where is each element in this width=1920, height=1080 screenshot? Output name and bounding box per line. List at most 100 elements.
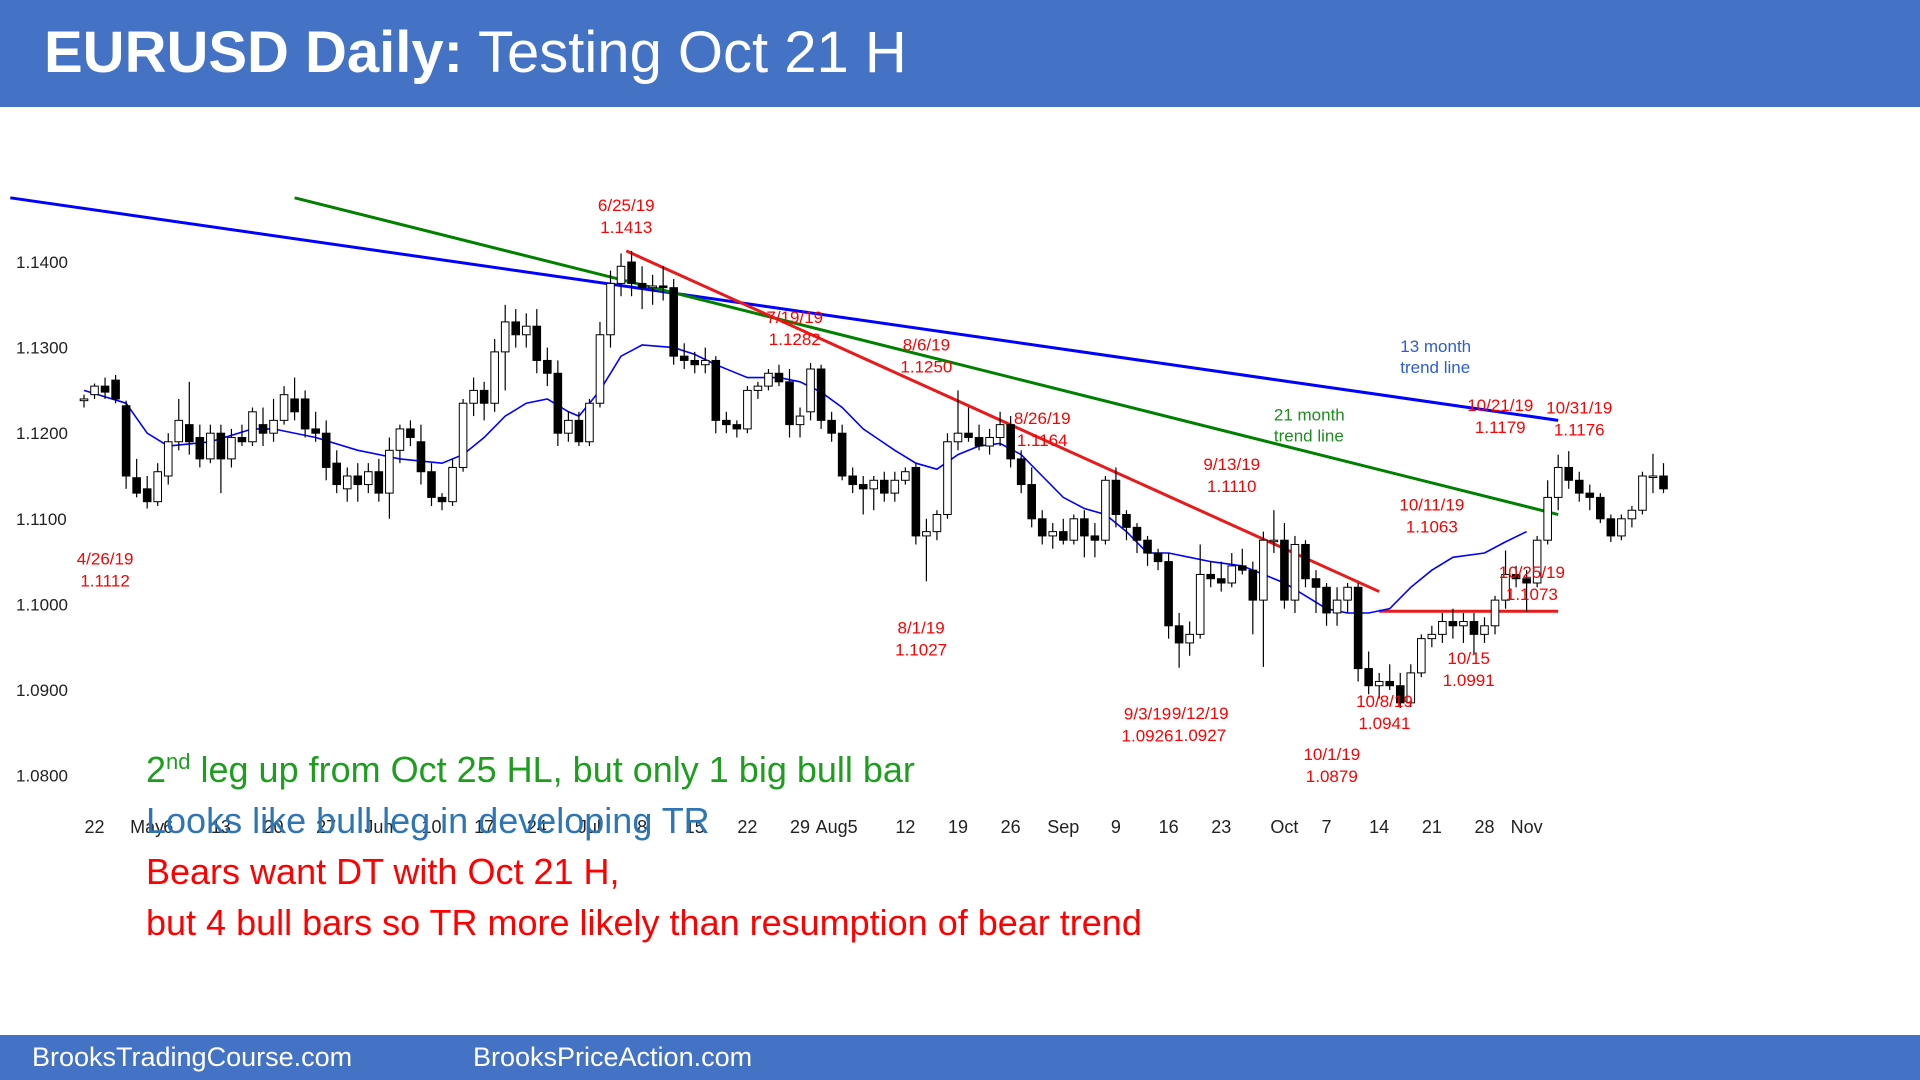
bear-candle — [374, 471, 384, 494]
bull-candle — [1417, 638, 1426, 674]
bull-candle — [1374, 680, 1384, 687]
x-tick-label: Aug — [816, 817, 848, 837]
bear-candle — [321, 432, 331, 468]
bear-candle — [1364, 668, 1373, 687]
annotation-date: 9/3/19 — [1124, 705, 1171, 724]
commentary-line-3: Bears want DT with Oct 21 H, — [146, 851, 620, 892]
bear-candle — [658, 285, 668, 289]
annotation-date: 6/25/19 — [598, 196, 655, 215]
bear-candle — [774, 372, 784, 383]
annotation-price: 1.1063 — [1406, 517, 1458, 536]
footer-link-price-action[interactable]: BrooksPriceAction.com — [473, 1042, 753, 1072]
annotation-date: 9/12/19 — [1172, 704, 1229, 723]
bear-candle — [1016, 458, 1026, 486]
y-tick-label: 1.0800 — [16, 767, 68, 786]
annotation-price: 1.1112 — [80, 572, 129, 591]
bull-candle — [648, 285, 657, 289]
bull-candle — [995, 424, 1005, 438]
bear-candle — [290, 398, 299, 413]
x-tick-label: Nov — [1511, 817, 1543, 837]
bear-candle — [974, 436, 984, 447]
bear-candle — [1301, 543, 1310, 580]
x-tick-label: 16 — [1159, 817, 1179, 837]
bull-candle — [500, 321, 510, 353]
bull-candle — [1648, 475, 1658, 478]
footer-link-trading-course[interactable]: BrooksTradingCourse.com — [32, 1042, 353, 1072]
bear-candle — [1659, 475, 1668, 490]
annotation-date: 4/26/19 — [77, 550, 134, 569]
bear-candle — [1385, 680, 1395, 687]
bull-candle — [953, 432, 963, 443]
bull-candle — [1553, 466, 1563, 498]
bull-candle — [469, 389, 478, 404]
bear-candle — [1058, 531, 1068, 541]
x-tick-label: 23 — [1211, 817, 1231, 837]
bull-candle — [753, 385, 763, 391]
bull-candle — [932, 514, 942, 533]
bear-candle — [1606, 518, 1616, 537]
bull-candle — [227, 436, 236, 460]
bull-candle — [1459, 621, 1468, 627]
bull-candle — [595, 334, 605, 404]
bull-candle — [1227, 565, 1237, 584]
bull-candle — [764, 372, 773, 387]
bull-candle — [564, 419, 573, 434]
x-tick-label: 13 — [211, 817, 231, 837]
bear-candle — [1037, 518, 1047, 537]
bull-candle — [521, 325, 531, 336]
bear-candle — [1469, 621, 1479, 635]
annotation-date: 10/31/19 — [1546, 399, 1612, 418]
bear-candle — [1206, 573, 1216, 580]
bull-candle — [1185, 633, 1194, 644]
bear-candle — [121, 405, 131, 477]
bear-candle — [532, 325, 542, 361]
bear-candle — [195, 436, 205, 460]
bull-candle — [606, 282, 615, 336]
bull-candle — [1627, 509, 1637, 520]
annotation-price: 1.0991 — [1443, 671, 1495, 690]
bull-candle — [890, 479, 900, 494]
bull-candle — [1269, 539, 1279, 543]
bear-candle — [1111, 479, 1121, 516]
annotation-date: 8/26/19 — [1014, 409, 1071, 428]
bear-candle — [816, 368, 826, 421]
bear-candle — [237, 436, 247, 443]
y-tick-label: 1.1200 — [16, 424, 68, 443]
bull-candle — [1069, 518, 1079, 541]
bear-candle — [964, 432, 973, 438]
bull-candle — [385, 449, 394, 494]
x-tick-label: 28 — [1474, 817, 1494, 837]
annotation-price: 1.0927 — [1174, 726, 1226, 745]
trend-line — [625, 249, 1380, 593]
bull-candle — [1048, 531, 1058, 537]
bear-candle — [679, 355, 689, 361]
annotation-price: 1.1413 — [600, 218, 652, 237]
bear-candle — [879, 479, 889, 494]
bear-candle — [1248, 569, 1258, 601]
annotation-date: 10/8/19 — [1356, 692, 1413, 711]
annotation-price: 1.0879 — [1306, 767, 1358, 786]
bear-candle — [711, 359, 721, 421]
bull-candle — [616, 265, 626, 284]
bull-candle — [806, 368, 815, 413]
moving-average-line — [83, 344, 1527, 614]
annotation-price: 1.1282 — [769, 330, 821, 349]
bull-candle — [700, 359, 710, 366]
bear-candle — [1353, 586, 1363, 670]
annotation-price: 1.0941 — [1358, 714, 1410, 733]
bull-candle — [90, 385, 99, 396]
annotation-price: 1.1110 — [1207, 477, 1256, 496]
x-tick-label: 8 — [637, 817, 647, 837]
x-tick-label: 14 — [1369, 817, 1389, 837]
bear-candle — [185, 424, 194, 443]
trend-line-label: trend line — [1400, 358, 1470, 377]
bear-candle — [637, 282, 647, 289]
bear-candle — [142, 488, 152, 503]
annotation-date: 10/1/19 — [1303, 745, 1360, 764]
bear-candle — [1322, 586, 1331, 614]
x-tick-label: Sep — [1047, 817, 1079, 837]
x-tick-label: 21 — [1422, 817, 1442, 837]
x-tick-label: 6 — [163, 817, 173, 837]
x-tick-label: 26 — [1001, 817, 1021, 837]
commentary-block: 2nd leg up from Oct 25 HL, but only 1 bi… — [146, 736, 1142, 948]
